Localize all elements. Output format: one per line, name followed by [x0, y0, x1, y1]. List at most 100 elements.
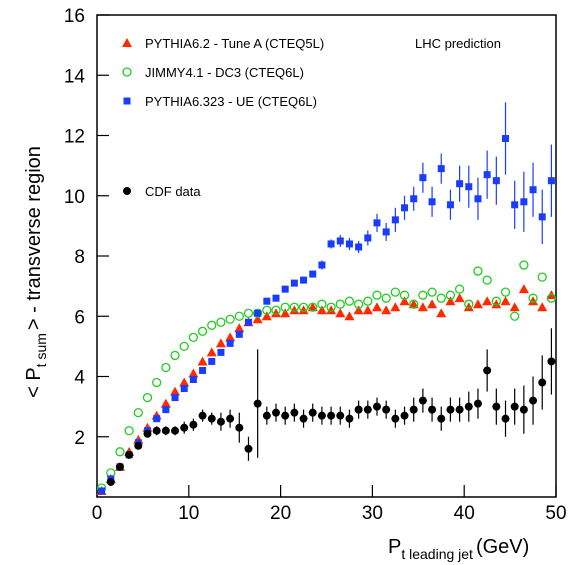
x-tick-label: 50: [545, 503, 566, 524]
data-point: [134, 441, 143, 450]
data-point: [391, 216, 399, 224]
data-point: [381, 305, 392, 315]
data-point: [445, 296, 456, 306]
data-point: [464, 299, 474, 309]
data-point: [547, 357, 556, 366]
data-point: [418, 290, 428, 300]
data-point: [382, 405, 391, 414]
data-point: [509, 302, 520, 312]
data-point: [253, 399, 262, 408]
data-point: [317, 299, 327, 309]
data-point: [300, 276, 308, 284]
data-point: [401, 204, 409, 212]
x-tick-label: 20: [270, 503, 291, 524]
data-point: [520, 198, 528, 206]
data-point: [215, 338, 226, 348]
data-point: [336, 237, 344, 245]
data-point: [318, 261, 326, 269]
data-point: [272, 408, 281, 417]
data-point: [271, 308, 282, 318]
data-point: [538, 213, 546, 221]
data-point: [244, 444, 253, 453]
data-point: [289, 305, 300, 315]
data-point: [483, 171, 491, 179]
data-point: [199, 366, 207, 374]
data-point: [500, 287, 511, 297]
data-point: [235, 423, 244, 432]
data-point: [153, 415, 161, 423]
data-point: [280, 308, 291, 318]
data-point: [519, 260, 529, 270]
data-point: [472, 299, 483, 309]
data-point: [261, 311, 272, 321]
data-point: [353, 305, 364, 315]
data-point: [354, 405, 363, 414]
legend-marker: [123, 187, 131, 195]
data-point: [410, 195, 418, 203]
data-point: [492, 177, 500, 185]
data-point: [298, 302, 309, 312]
data-point: [197, 326, 208, 336]
data-point: [216, 417, 225, 426]
data-point: [326, 302, 336, 312]
data-point: [492, 402, 501, 411]
data-point: [519, 405, 528, 414]
data-point: [391, 414, 400, 423]
legend-label: PYTHIA6.2 - Tune A (CTEQ5L): [145, 36, 324, 51]
legend-label: PYTHIA6.323 - UE (CTEQ6L): [145, 94, 317, 109]
data-point: [308, 408, 317, 417]
data-point: [355, 243, 363, 251]
data-point: [124, 426, 134, 436]
y-tick-label: 8: [74, 247, 85, 268]
data-point: [226, 339, 234, 347]
data-point: [327, 240, 335, 248]
data-point: [252, 314, 263, 324]
data-point: [546, 293, 557, 303]
data-point: [281, 411, 290, 420]
x-label-unit: (GeV): [476, 536, 529, 558]
data-point: [271, 305, 281, 315]
data-point: [254, 309, 262, 317]
data-point: [179, 377, 190, 387]
data-point: [454, 293, 465, 303]
y-tick-label: 10: [64, 187, 85, 208]
data-point: [344, 311, 355, 321]
x-label-sub: t leading jet: [401, 546, 473, 562]
y-tick-label: 12: [64, 127, 85, 148]
data-point: [390, 287, 401, 297]
data-point: [537, 302, 548, 312]
data-point: [537, 272, 547, 282]
data-point: [170, 386, 181, 396]
data-point: [399, 296, 410, 306]
legend-marker: [123, 97, 131, 105]
data-point: [152, 377, 162, 388]
data-point: [511, 201, 519, 209]
data-point: [491, 299, 502, 309]
data-point: [445, 290, 456, 300]
data-point: [419, 174, 427, 182]
data-point: [528, 296, 539, 306]
data-point: [473, 266, 483, 276]
data-point: [207, 320, 217, 330]
data-point: [244, 318, 252, 326]
y-tick-label: 4: [74, 368, 85, 389]
data-point: [547, 177, 555, 185]
data-point: [483, 366, 492, 375]
data-point: [171, 426, 180, 435]
data-point: [409, 299, 419, 309]
data-point: [308, 302, 318, 312]
data-point: [345, 240, 353, 248]
data-point: [171, 394, 179, 402]
data-point: [216, 317, 226, 327]
data-point: [197, 356, 208, 366]
data-point: [436, 293, 446, 303]
data-point: [465, 183, 473, 191]
data-point: [510, 311, 520, 321]
y-axis-label: < Pt sum > - transverse region: [23, 146, 49, 398]
data-point: [263, 297, 271, 305]
data-point: [428, 198, 436, 206]
data-point: [290, 279, 298, 287]
data-point: [363, 296, 373, 306]
data-point: [180, 423, 189, 432]
annotation: LHC prediction: [415, 36, 501, 51]
